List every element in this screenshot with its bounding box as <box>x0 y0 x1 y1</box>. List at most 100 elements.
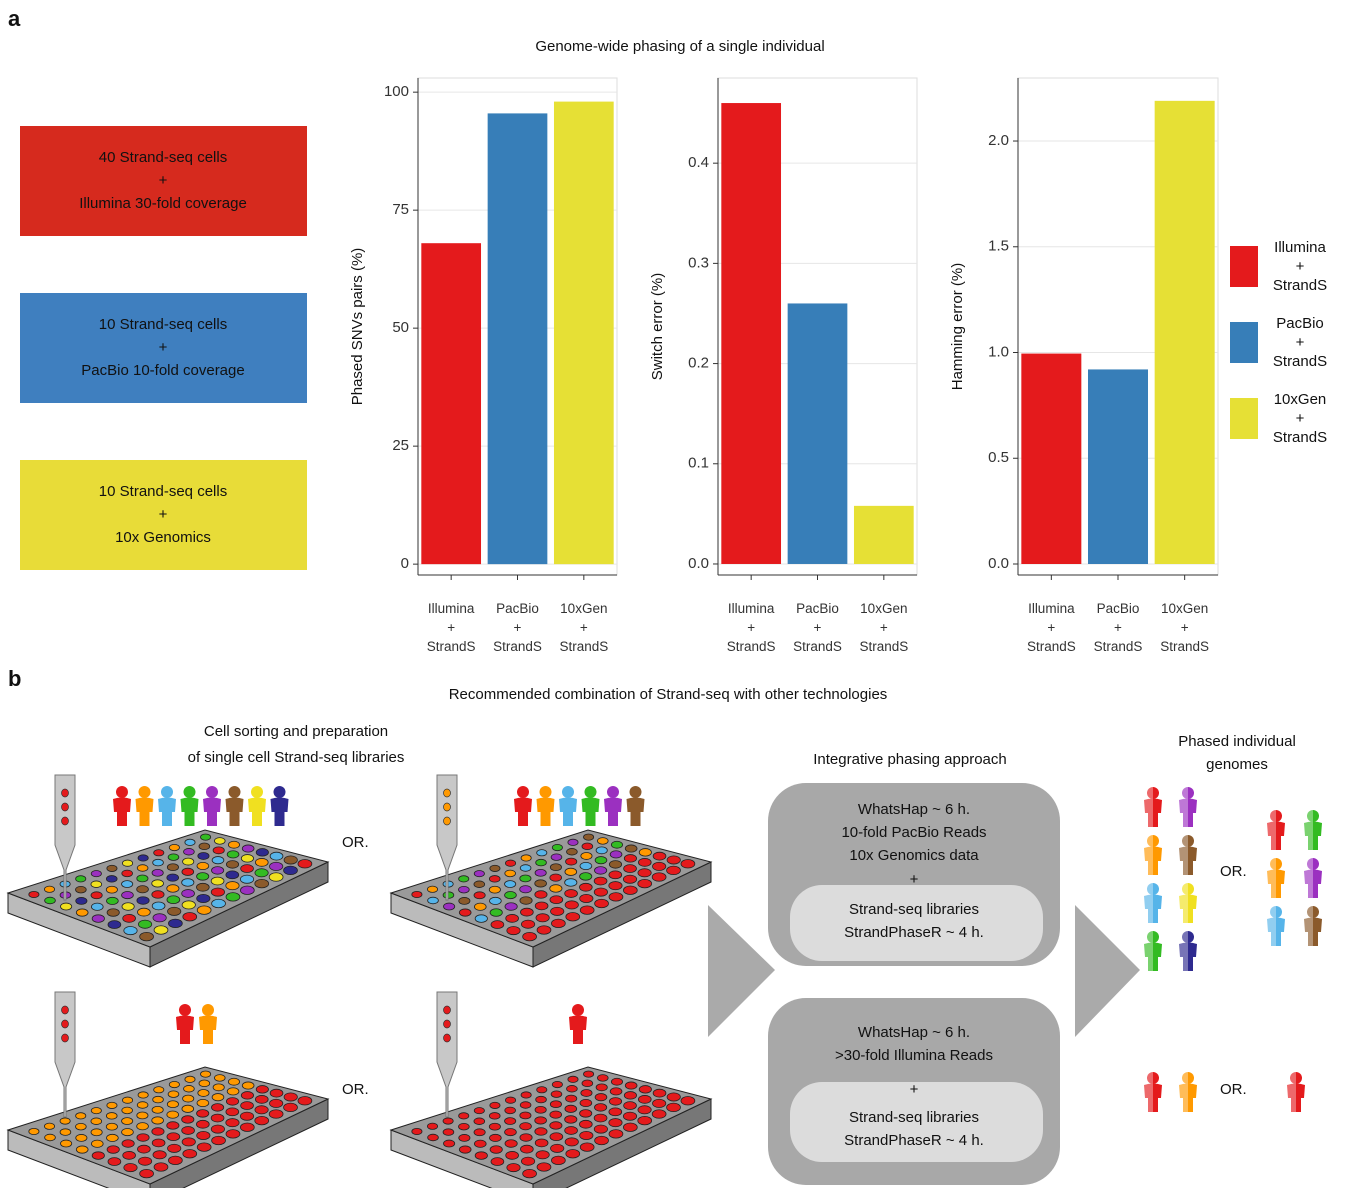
well <box>168 907 181 915</box>
legend-label: Illumina+StrandS <box>1273 239 1327 294</box>
well <box>443 1129 454 1136</box>
person-head <box>585 786 597 798</box>
person-head <box>540 786 552 798</box>
y-tick-label: 0.2 <box>688 355 709 372</box>
well <box>200 1071 210 1077</box>
well <box>459 886 470 893</box>
well <box>197 1110 209 1118</box>
well <box>536 859 547 866</box>
well <box>183 1095 194 1102</box>
well <box>123 914 136 922</box>
well <box>168 1091 179 1098</box>
well <box>653 852 666 860</box>
pipette-cell <box>62 1034 69 1042</box>
well <box>107 1102 117 1108</box>
well <box>154 1163 168 1172</box>
well <box>568 1076 578 1082</box>
well <box>582 843 593 850</box>
well <box>491 921 504 929</box>
well <box>182 901 195 909</box>
well <box>60 1129 71 1136</box>
legend-swatch <box>1230 322 1258 363</box>
well <box>639 849 651 857</box>
x-tick-label: 10xGen+StrandS <box>559 601 608 654</box>
well <box>520 1145 533 1153</box>
well <box>140 932 154 941</box>
well <box>137 1123 149 1130</box>
well <box>92 1152 104 1160</box>
well <box>609 861 621 869</box>
well <box>474 1118 485 1125</box>
well <box>107 1146 119 1154</box>
well <box>505 870 516 877</box>
or-label: OR. <box>1220 1081 1247 1098</box>
well <box>521 855 531 861</box>
well <box>154 926 168 935</box>
y-tick-label: 0.0 <box>988 555 1009 572</box>
person-head <box>229 786 241 798</box>
well <box>580 1131 593 1139</box>
panel-label: a <box>8 6 21 31</box>
well <box>226 1098 238 1106</box>
well <box>667 1093 680 1101</box>
well <box>594 1114 607 1122</box>
well <box>565 868 577 875</box>
well <box>241 1102 254 1110</box>
person-head <box>161 786 173 798</box>
well <box>197 1143 211 1152</box>
well <box>106 876 117 883</box>
well <box>152 1117 164 1124</box>
y-tick-label: 25 <box>392 437 409 454</box>
well <box>583 834 593 840</box>
pipette-cell <box>62 1006 69 1014</box>
well <box>122 1140 134 1148</box>
well <box>226 882 239 890</box>
well <box>597 838 608 845</box>
well <box>183 913 197 922</box>
well <box>197 873 209 881</box>
well <box>255 858 268 866</box>
well <box>214 838 225 845</box>
well <box>197 1099 209 1106</box>
well <box>153 859 164 866</box>
person-body <box>158 798 176 827</box>
well <box>226 893 240 902</box>
well <box>242 1082 254 1089</box>
well <box>29 1128 39 1134</box>
well <box>269 873 283 882</box>
well <box>638 869 651 877</box>
well <box>226 1130 240 1139</box>
well <box>550 885 562 893</box>
well <box>167 896 180 904</box>
well <box>505 1118 516 1125</box>
bar <box>788 303 848 564</box>
well <box>256 849 268 857</box>
well <box>91 870 101 876</box>
panel-title: Recommended combination of Strand-seq wi… <box>449 686 888 703</box>
well <box>182 1127 195 1135</box>
well <box>459 876 469 882</box>
well <box>60 1118 70 1124</box>
person-body <box>627 798 645 827</box>
arrow <box>708 905 775 1037</box>
well <box>256 1086 268 1094</box>
well <box>60 903 71 910</box>
well <box>489 897 501 904</box>
person-half <box>1266 905 1276 947</box>
well <box>566 858 577 865</box>
well <box>255 869 268 877</box>
well <box>137 1112 148 1119</box>
well <box>199 843 210 850</box>
well <box>537 1163 551 1172</box>
well <box>638 1106 651 1114</box>
well <box>228 1078 239 1085</box>
y-tick-label: 0.3 <box>688 254 709 271</box>
person-head <box>206 786 218 798</box>
well <box>596 847 607 854</box>
well <box>653 1089 666 1097</box>
well <box>107 909 119 917</box>
well <box>459 909 471 916</box>
well <box>505 1107 516 1114</box>
well <box>520 908 533 916</box>
